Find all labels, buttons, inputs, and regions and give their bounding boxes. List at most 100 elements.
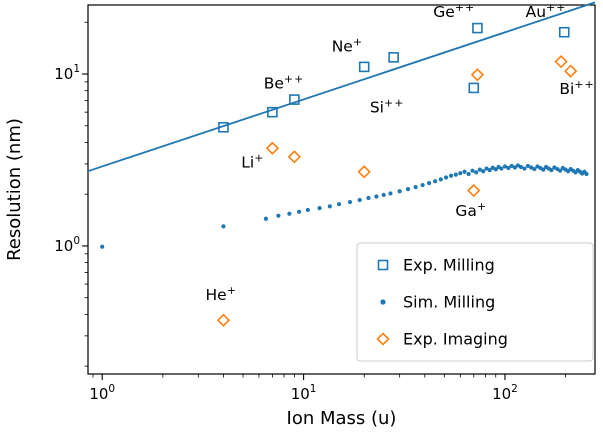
legend-box [356, 242, 594, 362]
dot-marker [458, 171, 463, 176]
dot-marker [380, 299, 386, 305]
dot-marker [426, 181, 432, 186]
dot-marker [541, 167, 546, 172]
square-marker [558, 26, 570, 38]
dot-marker [509, 163, 514, 169]
diamond-marker [265, 141, 280, 155]
dot-marker [512, 165, 517, 170]
annotation-Be: Be++ [264, 73, 305, 93]
dot-marker [443, 175, 449, 180]
dot-marker [506, 165, 511, 171]
dot-marker [448, 173, 454, 178]
square-marker [358, 61, 370, 73]
annotation-He: He+ [206, 284, 237, 304]
dot-marker [493, 167, 498, 172]
dot-marker [287, 211, 292, 216]
annotation-Ge: Ge++ [433, 1, 475, 21]
dot-marker [525, 163, 531, 169]
dot-marker [374, 194, 379, 199]
diamond-marker [376, 332, 390, 346]
major-ticks: 100 101 102 100 101 [54, 63, 518, 403]
dot-marker [357, 197, 362, 203]
diamond-marker [357, 165, 371, 179]
diamond-marker [467, 183, 481, 198]
dot-marker [276, 213, 281, 218]
legend-label: Exp. Milling [403, 256, 495, 275]
y-tick-label: 101 [54, 63, 80, 83]
annotation-Li: Li+ [241, 152, 264, 172]
annotation-Ga: Ga+ [455, 200, 487, 220]
dot-marker [502, 164, 508, 169]
dot-marker [327, 204, 332, 209]
series-exp-milling [218, 22, 570, 133]
annotation-Bi: Bi++ [559, 78, 594, 98]
dot-marker [532, 166, 537, 172]
y-tick-label: 100 [54, 235, 80, 255]
dot-marker [296, 209, 302, 214]
dot-marker [305, 207, 310, 213]
annotation-Au: Au++ [526, 1, 567, 21]
dot-marker [405, 187, 411, 192]
dot-marker [433, 179, 438, 184]
x-axis-label: Ion Mass (u) [286, 408, 397, 429]
dot-marker [522, 166, 527, 171]
dot-marker [381, 192, 386, 198]
annotation-Ne: Ne+ [332, 35, 363, 55]
square-marker [388, 52, 399, 63]
dot-marker [487, 168, 492, 173]
diamond-marker [287, 150, 302, 164]
x-tick-label: 101 [291, 383, 317, 403]
diamond-marker [554, 55, 568, 69]
diamond-marker [564, 64, 578, 78]
square-marker [377, 259, 389, 271]
dot-marker [221, 224, 226, 229]
legend-item-exp-imaging: Exp. Imaging [376, 330, 508, 349]
dot-marker [462, 169, 467, 174]
legend-label: Exp. Imaging [403, 330, 508, 349]
dot-marker [584, 171, 589, 177]
dot-marker [518, 164, 524, 170]
annotations: He+ Li+ Be++ Ne+ Si++ Ga+ Ge++ Au++ Bi++ [206, 1, 594, 304]
dot-marker [347, 199, 353, 205]
dot-marker [366, 195, 371, 201]
plot-frame [87, 4, 596, 375]
dot-marker [558, 168, 563, 173]
x-tick-label: 102 [492, 383, 518, 403]
dot-marker [474, 170, 479, 175]
dot-marker [388, 191, 393, 196]
legend-item-sim-milling: Sim. Milling [380, 293, 495, 312]
dot-marker [413, 184, 418, 190]
diamond-marker [216, 313, 231, 327]
dot-marker [499, 166, 504, 171]
dot-marker [263, 216, 269, 221]
dot-marker [317, 206, 322, 211]
series-exp-imaging [216, 55, 578, 327]
square-marker [472, 22, 483, 34]
trend-line [87, 1, 596, 173]
dot-marker [453, 172, 458, 177]
x-tick-label: 100 [89, 383, 115, 403]
dot-marker [470, 168, 475, 173]
dot-marker [438, 177, 443, 182]
square-marker [289, 94, 300, 105]
dot-marker [397, 189, 402, 194]
dot-marker [336, 202, 342, 207]
square-marker [468, 82, 480, 94]
dot-marker [100, 244, 105, 249]
y-axis-label: Resolution (nm) [4, 118, 25, 261]
diamond-marker [470, 68, 485, 82]
dot-marker [481, 169, 486, 174]
dot-marker [549, 168, 554, 173]
dot-marker [529, 165, 534, 170]
annotation-Si: Si++ [370, 96, 405, 116]
dot-marker [484, 166, 489, 171]
legend: Exp. Milling Sim. Milling Exp. Imaging [356, 242, 594, 362]
square-marker [218, 121, 229, 133]
legend-label: Sim. Milling [403, 293, 495, 312]
series-sim-milling [100, 163, 589, 249]
dot-marker [466, 171, 471, 177]
legend-item-exp-milling: Exp. Milling [377, 256, 495, 275]
dot-marker [477, 167, 482, 172]
